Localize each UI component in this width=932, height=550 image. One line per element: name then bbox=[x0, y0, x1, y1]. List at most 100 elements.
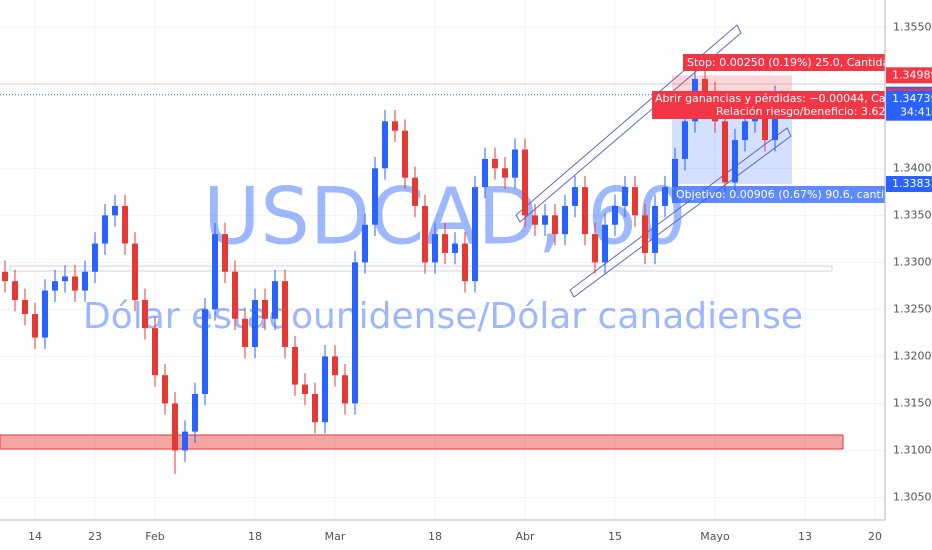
candle-body bbox=[322, 356, 328, 423]
target-label: Objetivo: 0.00906 (0.67%) 90.6, cantidad… bbox=[676, 188, 926, 201]
countdown: 34:41 bbox=[900, 106, 932, 119]
candle-body bbox=[182, 431, 188, 451]
candle-body bbox=[632, 187, 638, 216]
channel-upper bbox=[515, 24, 742, 223]
candle-body bbox=[62, 276, 68, 282]
stop-label-bg bbox=[683, 54, 885, 71]
candle-body bbox=[202, 309, 208, 394]
candle-body bbox=[442, 234, 448, 253]
candle-body bbox=[582, 187, 588, 235]
x-tick-label: 13 bbox=[798, 530, 812, 543]
candle-body bbox=[212, 234, 218, 310]
candle-body bbox=[362, 224, 368, 263]
countdown-bg bbox=[886, 104, 932, 121]
candle-body bbox=[642, 215, 648, 253]
candle-body bbox=[602, 224, 608, 263]
x-tick-label: 18 bbox=[248, 530, 262, 543]
candle-body bbox=[672, 158, 678, 188]
y-tick-label: 1.31000 bbox=[893, 443, 932, 456]
candle-body bbox=[412, 177, 418, 206]
price-marker-label: 1.34989 bbox=[892, 68, 932, 81]
candle-body bbox=[232, 271, 238, 319]
candle-body bbox=[312, 393, 318, 423]
candle-body bbox=[372, 168, 378, 225]
candle-body bbox=[502, 168, 508, 178]
candle-body bbox=[92, 243, 98, 272]
support-zone bbox=[0, 434, 844, 450]
rr-label: Relación riesgo/beneficio: 3.62 bbox=[716, 105, 885, 118]
candle-body bbox=[382, 121, 388, 169]
candle-body bbox=[162, 375, 168, 404]
y-tick-label: 1.33000 bbox=[893, 255, 932, 268]
candle-body bbox=[52, 281, 58, 291]
candle-body bbox=[402, 130, 408, 178]
candle-body bbox=[172, 403, 178, 451]
candle-body bbox=[452, 243, 458, 253]
price-marker-bg bbox=[886, 90, 932, 107]
pl-label-bg bbox=[652, 91, 885, 119]
candle-body bbox=[112, 205, 118, 216]
y-tick-label: 1.32500 bbox=[893, 302, 932, 315]
candle-body bbox=[42, 290, 48, 338]
x-tick-label: Mayo bbox=[700, 530, 730, 543]
candle-body bbox=[622, 187, 628, 206]
candle-body bbox=[702, 78, 708, 94]
candle-body bbox=[472, 187, 478, 282]
candle-body bbox=[262, 299, 268, 319]
candle-body bbox=[422, 205, 428, 263]
candle-body bbox=[732, 140, 738, 183]
candle-body bbox=[542, 215, 548, 225]
candle-body bbox=[192, 393, 198, 432]
price-marker-label: 1.34739 bbox=[892, 92, 932, 105]
x-tick-label: 18 bbox=[428, 530, 442, 543]
price-marker-bg bbox=[886, 176, 932, 193]
candle-body bbox=[432, 234, 438, 263]
candle-body bbox=[682, 121, 688, 159]
x-tick-label: 23 bbox=[88, 530, 102, 543]
y-tick-label: 1.31500 bbox=[893, 396, 932, 409]
candle-body bbox=[302, 384, 308, 394]
candle-body bbox=[522, 149, 528, 216]
candle-body bbox=[342, 375, 348, 404]
candle-body bbox=[82, 271, 88, 291]
candle-body bbox=[532, 215, 538, 225]
candle-body bbox=[572, 187, 578, 206]
y-tick-label: 1.32000 bbox=[893, 349, 932, 362]
candle-body bbox=[742, 121, 748, 141]
candle-body bbox=[332, 356, 338, 376]
candle-body bbox=[352, 262, 358, 404]
candle-body bbox=[652, 205, 658, 253]
y-tick-label: 1.33500 bbox=[893, 208, 932, 221]
axes: 1.30500 1.31000 1.31500 1.32000 1.32500 1.330… bbox=[28, 20, 932, 543]
candle-body bbox=[392, 121, 398, 131]
candle-body bbox=[2, 271, 8, 282]
candle-body bbox=[222, 234, 228, 272]
x-tick-label: Mar bbox=[325, 530, 346, 543]
candle-body bbox=[762, 111, 768, 141]
candle-body bbox=[272, 281, 278, 319]
candle-body bbox=[122, 205, 128, 244]
channel-lower bbox=[569, 127, 792, 298]
y-tick-label: 1.34000 bbox=[893, 161, 932, 174]
candle-body bbox=[242, 318, 248, 347]
y-tick-label: 1.30500 bbox=[893, 490, 932, 503]
candle-body bbox=[22, 299, 28, 315]
candle-body bbox=[282, 281, 288, 347]
level-box bbox=[9, 265, 833, 272]
x-tick-label: 14 bbox=[28, 530, 42, 543]
position-labels: Stop: 0.00250 (0.19%) 25.0, Cantidad: 75… bbox=[652, 54, 932, 203]
candle-body bbox=[132, 243, 138, 300]
candle-body bbox=[152, 328, 158, 376]
candle-body bbox=[512, 149, 518, 178]
candle-body bbox=[32, 314, 38, 338]
candle-body bbox=[482, 158, 488, 188]
candle-body bbox=[252, 299, 258, 347]
candle-body bbox=[72, 276, 78, 291]
pl-label: Abrir ganancias y pérdidas: −0.00044, Ca… bbox=[655, 92, 932, 105]
price-marker-bg bbox=[886, 67, 932, 84]
candle-body bbox=[142, 299, 148, 329]
y-tick-label: 1.35500 bbox=[893, 20, 932, 33]
candle-body bbox=[12, 281, 18, 300]
